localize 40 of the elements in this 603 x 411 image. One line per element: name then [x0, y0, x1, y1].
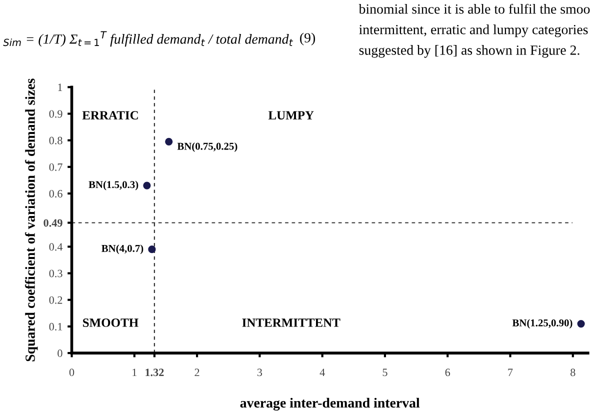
x-tick-label: 4	[320, 368, 325, 376]
point	[577, 320, 585, 328]
y-tick-label: 0.1	[49, 322, 62, 330]
annotation: INTERMITTENT	[242, 318, 340, 327]
y-tick-label: 0	[58, 350, 62, 358]
annotation: BN(1.5,0.3)	[88, 180, 138, 190]
annotation: BN(1.25,0.90)	[512, 319, 572, 329]
y-tick-label: 0.8	[49, 136, 62, 144]
x-tick-label: 7	[508, 368, 513, 376]
x-tick-label: 6	[445, 368, 450, 376]
point	[165, 138, 173, 146]
y-tick-label: 0.3	[49, 270, 62, 278]
x-tick-label: 1	[132, 368, 137, 376]
y-tick-label: 0.49	[44, 219, 62, 227]
text: intermittent, erratic and lumpy categories	[359, 24, 588, 38]
text: suggested by [16] as shown in Figure 2.	[359, 45, 580, 58]
point	[143, 182, 151, 190]
y-tick-label: 1	[58, 84, 62, 91]
x-axis-title: average inter-demand interval	[240, 398, 420, 411]
annotation: ERRATIC	[82, 111, 138, 120]
annotation: SMOOTH	[83, 318, 138, 327]
y-tick-label: 0.4	[49, 243, 63, 251]
text: binomial since it is able to fulfil the smoo	[358, 4, 590, 14]
text: $_{Sim}$ = (1/T) Σ$_{t=1}$$^{T}$ fulfilled demand$_{t}$ / total demand$_{t}$	[3, 31, 293, 47]
x-tick-label: 5	[382, 368, 388, 376]
text: (9)	[300, 32, 316, 46]
y-axis-title: Squared coefficient of variation of demand sizes	[24, 78, 38, 362]
point	[148, 246, 156, 254]
annotation: BN(4,0.7)	[102, 244, 144, 254]
x-tick-label: 2	[194, 368, 200, 376]
x-tick-label: 3	[257, 368, 262, 376]
x-tick-label: 0	[69, 368, 74, 376]
annotation: LUMPY	[268, 111, 314, 120]
x-tick-label: 1.32	[146, 368, 164, 376]
annotation: BN(0.75,0.25)	[177, 142, 238, 152]
x-tick-label: 8	[570, 368, 576, 376]
y-tick-label: 0.2	[49, 296, 62, 304]
y-tick-label: 0.7	[49, 163, 62, 171]
y-tick-label: 0.9	[49, 110, 62, 118]
y-tick-label: 0.6	[49, 190, 62, 198]
